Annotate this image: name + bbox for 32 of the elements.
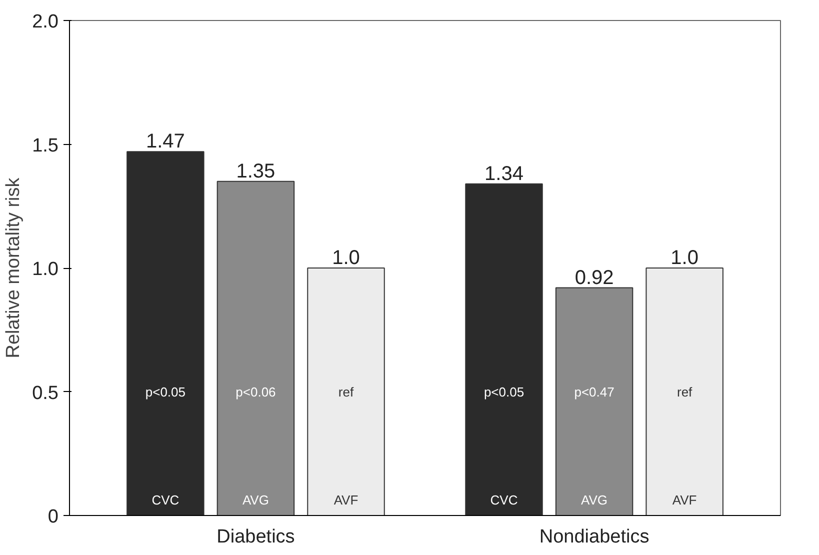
data-label: 0.92	[574, 266, 614, 289]
bar	[126, 151, 204, 516]
data-label: 1.0	[332, 247, 360, 269]
bar	[465, 183, 543, 516]
bar	[555, 287, 634, 516]
y-tick-label: 0.5	[32, 382, 59, 404]
data-label: 1.35	[236, 160, 276, 182]
data-label: 1.0	[670, 247, 698, 269]
text: AVF	[672, 492, 697, 508]
y-tick-label: 0	[48, 506, 59, 528]
annotation: ref	[676, 384, 693, 400]
x-tick-label: Nondiabetics	[539, 526, 650, 548]
text: AVG	[581, 492, 608, 508]
text: CVC	[490, 492, 518, 508]
series-label: AVF	[334, 492, 358, 508]
bar	[307, 268, 385, 516]
annotation: ref	[338, 384, 354, 400]
bar	[646, 268, 724, 516]
data-label: 1.34	[484, 162, 524, 185]
x-tick-label: Diabetics	[216, 526, 295, 548]
y-axis-title: Relative mortality risk	[3, 177, 24, 358]
annotation: p<0.47	[574, 384, 614, 400]
annotation: p<0.06	[236, 384, 276, 400]
y-tick-label: 1.5	[32, 135, 59, 156]
series-label: CVC	[152, 492, 180, 508]
bar	[216, 180, 295, 516]
annotation: p<0.05	[145, 384, 186, 400]
data-label: 1.47	[146, 130, 185, 153]
series-label: AVG	[242, 492, 269, 508]
annotation: p<0.05	[484, 384, 524, 400]
y-tick-label: 2.0	[32, 12, 59, 32]
y-tick-label: 1.0	[32, 259, 59, 280]
